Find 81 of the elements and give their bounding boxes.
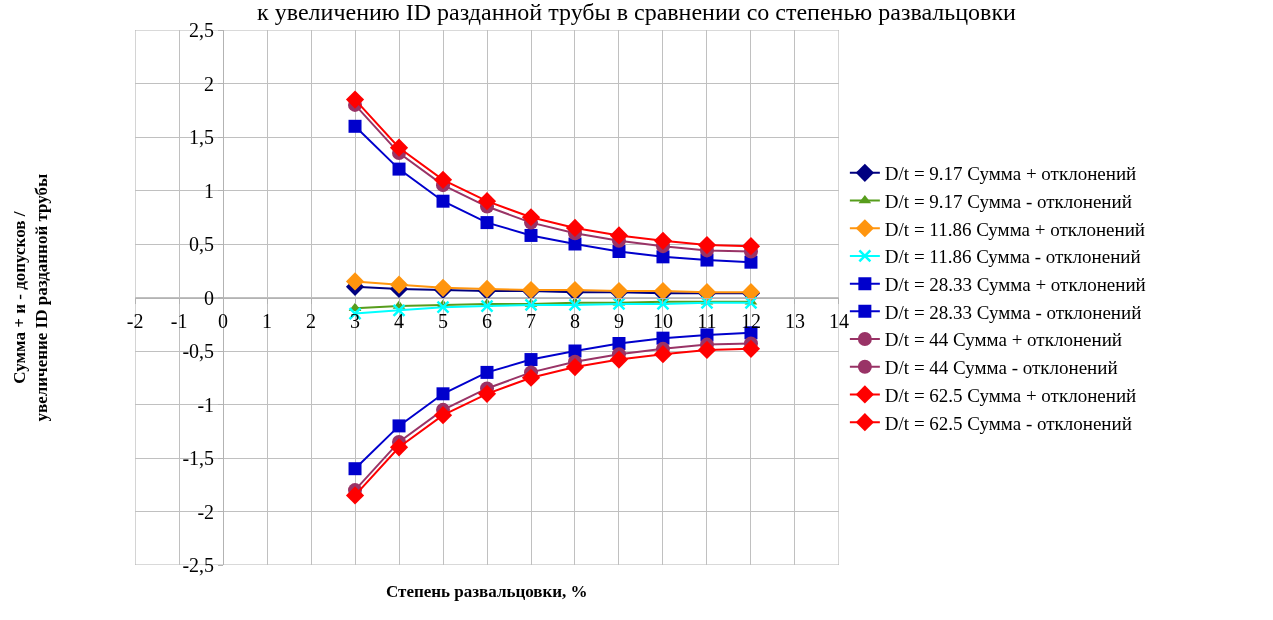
y-tick-label: -2,5	[182, 554, 215, 576]
point	[389, 438, 409, 457]
point	[345, 90, 365, 109]
x-tick-label: 2	[306, 309, 317, 332]
legend-label: D/t = 62.5 Сумма - отклонений	[884, 412, 1132, 434]
x-tick-label: 11	[697, 309, 717, 332]
x-axis-title: Степень развальцовки, %	[386, 582, 588, 601]
x-tick-label: 9	[613, 309, 624, 332]
point	[389, 275, 409, 294]
x-tick-label: 12	[740, 309, 761, 332]
y-tick-label: 0	[204, 286, 215, 309]
point	[565, 357, 585, 377]
point	[389, 138, 409, 157]
point	[741, 237, 761, 256]
point	[609, 350, 629, 369]
y-tick-label: 0,5	[189, 233, 215, 255]
legend-label: D/t = 11.86 Сумма - отклонений	[884, 246, 1141, 268]
point	[477, 384, 497, 403]
chart-title: к увеличению ID разданной трубы в сравнении со степенью развальцовки	[257, 0, 1017, 25]
point	[697, 235, 717, 255]
x-tick-label: -2	[126, 309, 144, 332]
point	[656, 297, 670, 311]
point	[744, 296, 758, 310]
legend-label: D/t = 44 Сумма - отклонений	[884, 357, 1118, 379]
point	[392, 162, 406, 176]
y-tick-label: 2,5	[189, 19, 215, 41]
point	[653, 345, 673, 364]
point	[348, 462, 362, 476]
point	[741, 339, 761, 358]
legend-label: D/t = 44 Сумма + отклонений	[884, 329, 1123, 351]
point	[348, 119, 362, 133]
point	[480, 299, 494, 313]
x-tick-label: 5	[438, 309, 449, 332]
point	[433, 170, 453, 189]
y-axis-title: Сумма + и - допусков / увеличение ID разданной трубы	[9, 173, 51, 422]
point	[521, 368, 541, 387]
x-tick-label: 7	[526, 309, 537, 332]
x-tick-label: 0	[218, 309, 229, 332]
point	[565, 218, 585, 238]
point	[524, 353, 538, 367]
point	[436, 387, 450, 401]
y-tick-label: -1	[197, 393, 215, 416]
legend-label: D/t = 62.5 Сумма + отклонений	[884, 384, 1137, 406]
point	[480, 365, 494, 379]
x-tick-label: 8	[569, 309, 580, 332]
point	[568, 237, 582, 251]
x-tick-label: 14	[828, 309, 849, 332]
point	[524, 228, 538, 242]
x-tick-label: 13	[784, 309, 805, 332]
y-tick-label: 2	[204, 72, 215, 95]
y-tick-label: 1	[204, 179, 215, 202]
point	[524, 298, 538, 312]
x-tick-label: 4	[394, 309, 405, 332]
point	[697, 340, 717, 360]
y-tick-label: -1,5	[182, 447, 215, 469]
point	[436, 300, 450, 314]
point	[345, 486, 365, 505]
point	[433, 406, 453, 425]
legend-label: D/t = 28.33 Сумма - отклонений	[884, 301, 1142, 323]
point	[609, 226, 629, 245]
y-tick-label: 1,5	[189, 126, 215, 148]
point	[568, 298, 582, 312]
legend-label: D/t = 28.33 Сумма + отклонений	[884, 274, 1146, 296]
x-tick-label: 1	[262, 309, 273, 332]
point	[700, 296, 714, 310]
y-tick-label: -2	[197, 500, 215, 523]
x-tick-label: 6	[482, 309, 493, 332]
legend-label: D/t = 9.17 Сумма - отклонений	[884, 190, 1132, 212]
point	[612, 297, 626, 311]
legend-label: D/t = 9.17 Сумма + отклонений	[884, 163, 1137, 185]
point	[436, 194, 450, 208]
point	[744, 255, 758, 269]
legend-label: D/t = 11.86 Сумма + отклонений	[884, 218, 1146, 240]
point	[477, 192, 497, 211]
point	[392, 419, 406, 433]
point	[521, 208, 541, 227]
y-tick-label: -0,5	[182, 340, 215, 362]
point	[480, 216, 494, 230]
point	[345, 272, 365, 291]
point	[653, 231, 673, 250]
x-tick-label: 10	[652, 309, 673, 332]
